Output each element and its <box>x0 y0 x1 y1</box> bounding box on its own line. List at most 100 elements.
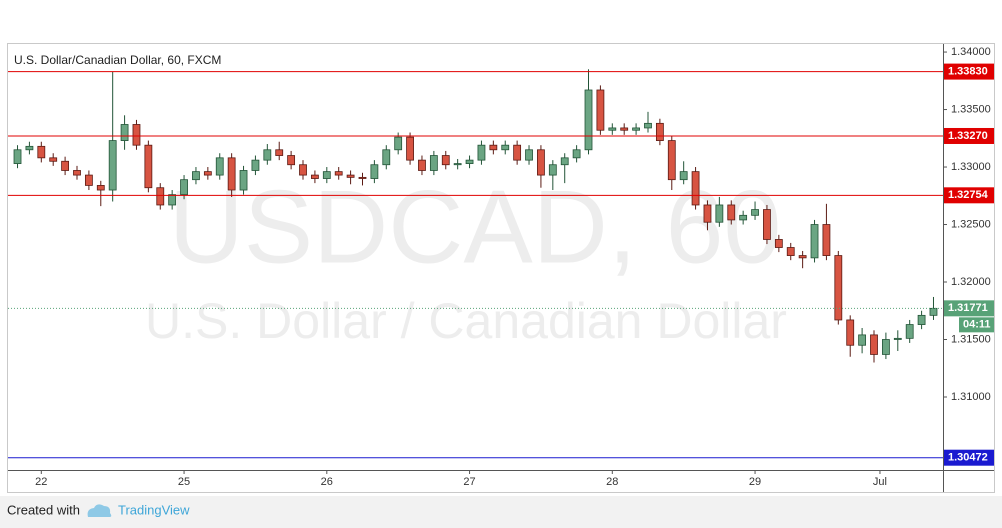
candle-body <box>180 179 188 196</box>
candle-body <box>929 307 938 316</box>
candle-body <box>905 324 914 339</box>
candle-body <box>465 159 474 164</box>
candle-body <box>763 209 771 240</box>
candle-body <box>834 255 843 321</box>
y-tick-label: 1.33000 <box>951 161 991 173</box>
candle-body <box>441 155 450 166</box>
candle-body <box>798 255 807 259</box>
x-tick-label: 22 <box>35 476 47 488</box>
x-tick-label: 25 <box>178 476 190 488</box>
candle-body <box>822 224 831 256</box>
candle-body <box>346 174 355 178</box>
candle-body <box>168 194 177 206</box>
candle-body <box>120 124 129 141</box>
candle-body <box>144 144 153 189</box>
candle-body <box>132 124 141 146</box>
level-label-box <box>944 187 994 204</box>
footer-brand[interactable]: TradingView <box>118 502 190 517</box>
candle-body <box>203 171 212 176</box>
candle-body <box>192 171 200 181</box>
watermark-subtitle: U.S. Dollar / Canadian Dollar <box>145 293 787 349</box>
candle-body <box>49 157 58 162</box>
candle-body <box>846 319 855 346</box>
footer-text: Created with <box>7 502 80 517</box>
candle-body <box>251 159 260 171</box>
candle-body <box>73 170 81 176</box>
candle-body <box>156 187 165 206</box>
candle-body <box>810 224 819 259</box>
y-tick-label: 1.32000 <box>951 276 991 288</box>
last-price-box <box>944 300 994 317</box>
x-tick-label: 26 <box>321 476 333 488</box>
candle-body <box>727 204 736 221</box>
candle-body <box>489 144 498 151</box>
candle-body <box>667 140 676 181</box>
candle-body <box>263 149 272 161</box>
y-tick-label: 1.31500 <box>951 333 991 345</box>
y-tick-label: 1.34000 <box>951 46 991 58</box>
candle-body <box>774 239 783 248</box>
candle-body <box>239 170 248 191</box>
candle-body <box>525 149 533 161</box>
candle-body <box>429 155 438 171</box>
x-tick-label: Jul <box>873 476 887 488</box>
y-tick-label: 1.33500 <box>951 103 991 115</box>
last-price-label: 1.31771 <box>948 302 988 314</box>
level-label: 1.32754 <box>948 189 989 201</box>
watermark: USDCAD, 60 <box>169 169 782 285</box>
footer-bar <box>0 496 1002 528</box>
candle-body <box>572 149 581 159</box>
candle-body <box>548 164 557 176</box>
candle-body <box>620 127 629 131</box>
candle-body <box>37 145 46 159</box>
level-label: 1.33830 <box>948 66 988 78</box>
candle-body <box>870 334 878 355</box>
candle-body <box>275 149 284 156</box>
candle-body <box>679 171 688 181</box>
candle-body <box>287 155 296 166</box>
candle-body <box>786 247 795 256</box>
candle-body <box>406 136 414 161</box>
candle-body <box>108 140 117 191</box>
x-tick-label: 28 <box>606 476 618 488</box>
candle-body <box>691 171 700 206</box>
candle-body <box>370 164 379 179</box>
candle-body <box>537 149 545 176</box>
y-tick-label: 1.32500 <box>951 218 991 230</box>
candle-body <box>655 122 664 141</box>
candle-body <box>311 174 319 179</box>
level-label-box <box>944 449 994 466</box>
candle-body <box>394 136 403 151</box>
candle-body <box>501 144 510 151</box>
candle-body <box>513 144 522 161</box>
candle-body <box>382 149 391 166</box>
candle-body <box>882 339 890 355</box>
candle-body <box>61 160 69 171</box>
candle-body <box>418 159 426 171</box>
candle-body <box>858 334 867 346</box>
level-label: 1.30472 <box>948 452 988 464</box>
candle-body <box>632 127 640 131</box>
candle-body <box>84 174 93 186</box>
candle-body <box>358 176 367 179</box>
tradingview-logo[interactable]: TradingView <box>87 502 191 517</box>
candle-body <box>227 157 236 191</box>
candle-body <box>715 204 724 223</box>
candle-body <box>608 127 617 131</box>
y-tick-label: 1.31000 <box>951 391 991 403</box>
candle-body <box>299 164 307 176</box>
logo-icon[interactable] <box>87 504 112 517</box>
x-tick-label: 29 <box>749 476 761 488</box>
chart-frame <box>7 43 995 493</box>
candle-body <box>703 204 712 223</box>
candle-body <box>25 145 34 151</box>
candle-body <box>893 337 902 340</box>
countdown-box <box>959 317 994 333</box>
level-label-box <box>944 63 994 80</box>
candle-body <box>215 157 224 176</box>
level-label-box <box>944 127 994 144</box>
candle-body <box>596 89 605 131</box>
level-label: 1.33270 <box>948 130 988 142</box>
